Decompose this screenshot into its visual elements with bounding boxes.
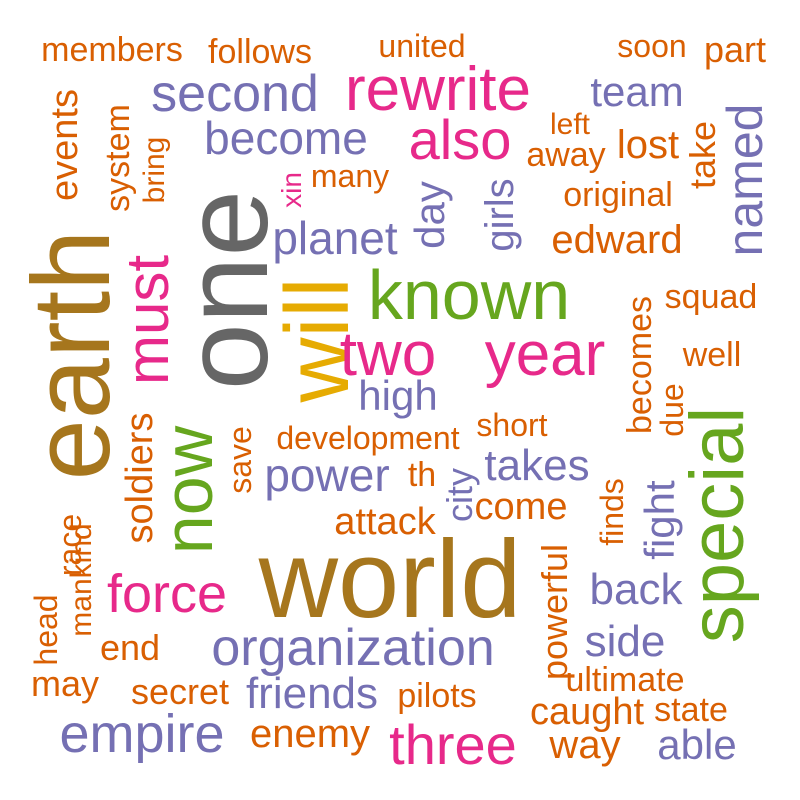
word-secret: secret (130, 671, 230, 712)
word-many: many (310, 158, 390, 194)
word-side: side (584, 617, 666, 666)
word-united: united (378, 28, 466, 64)
word-able: able (657, 721, 737, 768)
word-finds: finds (594, 478, 630, 546)
word-left: left (549, 108, 591, 141)
word-save: save (222, 426, 258, 494)
word-takes: takes (484, 441, 590, 490)
word-special: special (675, 406, 760, 644)
word-events: events (44, 89, 86, 201)
word-soldiers: soldiers (119, 412, 161, 544)
word-lost: lost (616, 123, 680, 167)
word-enemy: enemy (249, 712, 371, 756)
word-year: year (484, 320, 606, 389)
word-earth: earth (10, 229, 133, 481)
word-must: must (114, 254, 181, 386)
word-development: development (276, 420, 460, 456)
word-well: well (682, 336, 742, 374)
word-squad: squad (664, 278, 758, 316)
word-second: second (151, 65, 319, 123)
word-friends: friends (245, 669, 379, 718)
word-team: team (590, 68, 684, 115)
word-away: away (526, 136, 606, 174)
word-pilots: pilots (397, 677, 477, 715)
word-two: two (339, 320, 437, 389)
word-organization: organization (211, 619, 495, 677)
word-force: force (106, 564, 228, 624)
word-follows: follows (208, 33, 312, 71)
word-mankind: mankind (65, 523, 98, 637)
word-known: known (367, 256, 571, 334)
word-rewrite: rewrite (344, 55, 532, 124)
word-day: day (406, 181, 453, 249)
word-back: back (589, 565, 683, 614)
word-system: system (99, 104, 137, 212)
word-caught: caught (529, 691, 645, 733)
word-city: city (439, 468, 480, 522)
word-original: original (563, 176, 673, 214)
word-now: now (149, 425, 227, 555)
word-may: may (30, 663, 100, 704)
word-also: also (408, 108, 512, 171)
word-become: become (204, 112, 368, 164)
word-end: end (99, 627, 161, 668)
word-part: part (703, 29, 767, 70)
word-empire: empire (59, 704, 225, 764)
word-head: head (28, 594, 64, 666)
word-short: short (476, 407, 548, 443)
word-high: high (358, 372, 438, 419)
word-edward: edward (551, 218, 683, 262)
word-members: members (41, 31, 183, 69)
word-take: take (682, 120, 723, 190)
word-come: come (474, 486, 568, 528)
word-named: named (717, 103, 773, 257)
word-powerful: powerful (534, 543, 575, 681)
word-world: world (258, 518, 522, 641)
word-soon: soon (617, 28, 687, 64)
word-state: state (654, 691, 728, 729)
word-power: power (264, 449, 390, 501)
word-way: way (549, 723, 621, 767)
word-ultimate: ultimate (565, 661, 685, 699)
word-attack: attack (334, 501, 436, 543)
word-fight: fight (636, 480, 683, 560)
word-three: three (389, 713, 517, 776)
word-becomes: becomes (621, 296, 659, 434)
word-th: th (407, 456, 437, 494)
word-girls: girls (478, 178, 522, 252)
word-planet: planet (272, 212, 398, 264)
